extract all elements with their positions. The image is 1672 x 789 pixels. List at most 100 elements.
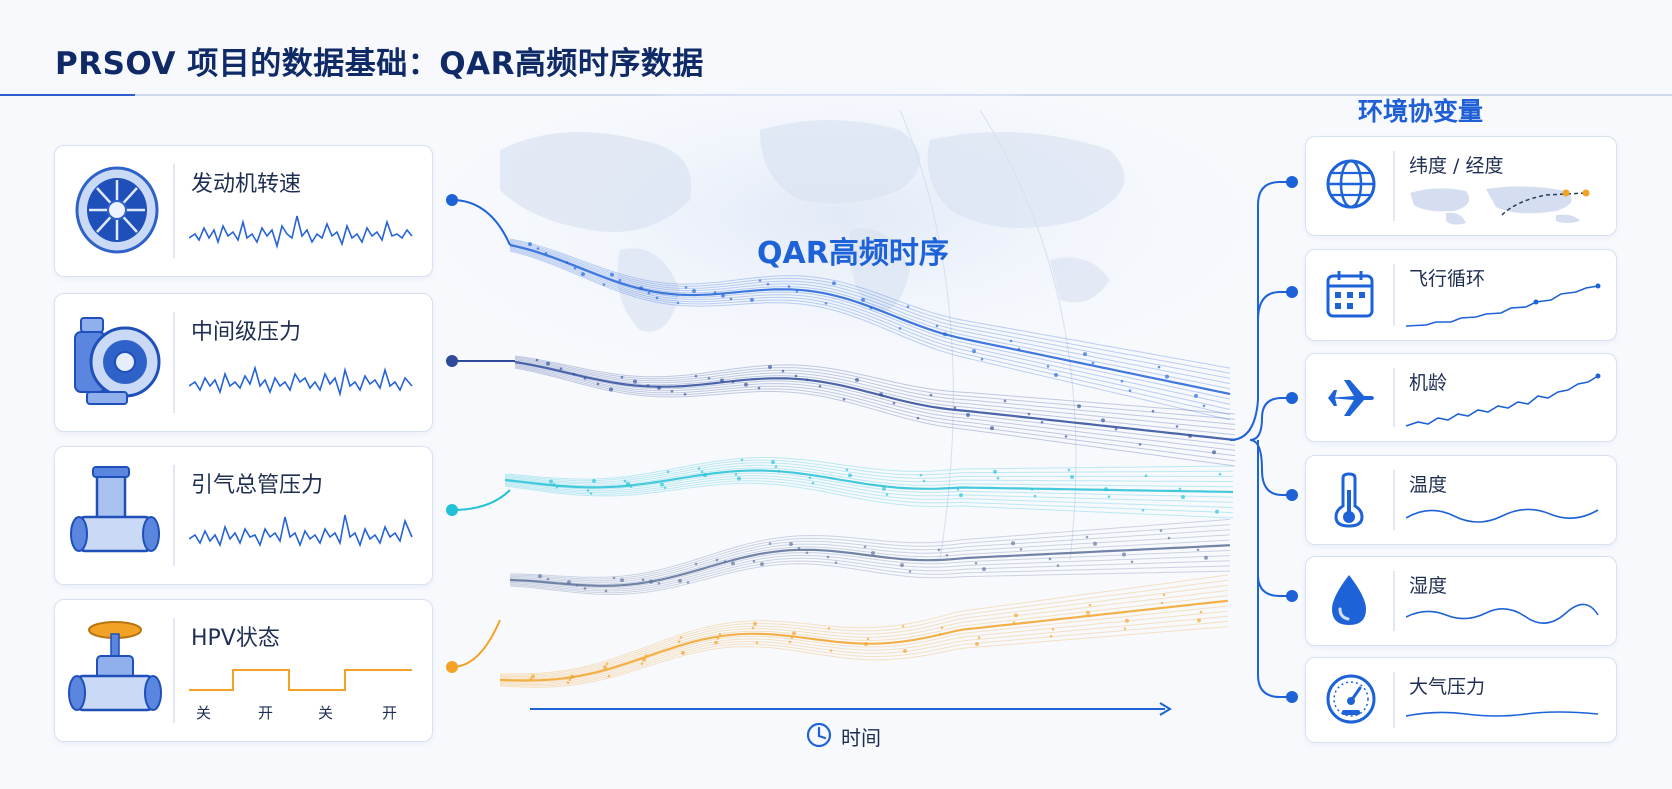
bundle-4-sample-point [679,636,683,639]
card-divider [1393,264,1395,326]
bundle-1-sample-point [990,426,994,431]
bundle-0-sample-point [1009,339,1013,343]
bundle-2-sample-point [663,486,667,489]
bundle-1-strand [514,355,1236,415]
bundle-4-sample-point [975,642,979,647]
bundle-0-strand [509,246,1231,405]
bundle-1-sample-point [596,382,600,386]
bundle-4-sample-point [751,626,755,630]
bundle-1-sample-point [670,389,674,393]
bundle-4-sample-point [716,637,720,640]
bundle-3-sample-point [620,578,624,583]
covariate-card-lat-lon: 纬度 / 经度 [1305,136,1617,236]
card-divider [1393,470,1395,530]
bundle-3-sample-point [834,561,838,564]
bundle-4-sample-point [940,626,944,630]
bundle-2-sample-point [1181,495,1185,500]
sensor-node-3 [446,504,458,516]
bundle-2-strand [504,480,1234,514]
bundle-2-sample-point [993,469,997,474]
bundle-4-sample-point [605,662,609,665]
bundle-4-sample-point [864,642,868,647]
bundle-1-sample-point [609,387,613,392]
bundle-4-sample-point [640,662,644,665]
thermometer-icon [1334,472,1364,528]
bundle-0-sample-point [713,291,717,294]
bundle-3-sample-point [1159,529,1163,532]
qar-center-label: QAR高频时序 [757,236,949,271]
bundle-1-sample-point [1064,435,1068,438]
bundle-2-strand [504,462,1233,483]
airplane-icon [1328,380,1374,416]
bundle-4-strand [499,599,1229,682]
bundle-0-sample-point [766,282,770,286]
bundle-3-strand [509,549,1231,589]
bundle-1-strand [514,366,1236,462]
bundle-0-sample-point [758,279,762,282]
bundle-4-sample-point [792,631,796,636]
time-axis [530,702,1172,716]
bundle-0-sample-point [1046,365,1050,368]
bundle-2-sample-point [885,493,889,496]
bundle-4-sample-point [1160,601,1164,605]
covariate-label: 飞行循环 [1409,268,1486,290]
bundle-4-strand [499,595,1229,680]
covariate-label: 纬度 / 经度 [1409,155,1504,177]
bundle-1-sample-point [916,416,920,420]
bundle-3-sample-point [1204,555,1208,560]
bundle-2-sample-point [882,486,886,491]
bundle-2-strand [504,477,1234,508]
bundle-1-sample-point [757,386,761,390]
env-covariates-title: 环境协变量 [1358,97,1484,126]
covariate-card-temperature: 温度 [1305,455,1617,545]
bundle-4-sample-point [827,627,831,630]
bundle-3-sample-point [723,560,727,563]
bundle-2-sample-point [1144,474,1148,477]
bundle-2-sample-point [1030,487,1034,491]
bundle-0-sample-point [721,293,725,298]
hpv-state-signal [189,669,412,691]
bundle-1-sample-point [559,367,563,371]
bundle-3-sample-point [657,582,661,585]
bundle-0-strand [509,240,1231,379]
bundle-2-sample-point [737,476,741,481]
bundle-1-sample-point [572,372,576,376]
card-divider [173,465,175,566]
bundle-4-strand [499,615,1229,686]
bundle-2-sample-point [589,492,593,495]
bundle-3-sample-point [937,548,941,552]
bundle-2-sample-point [845,468,849,472]
bundle-3-sample-point [583,587,587,590]
bundle-2-sample-point [848,473,852,478]
bundle-4-strand [499,605,1229,683]
bundle-1-sample-point [707,376,711,380]
bundle-3-sample-point [805,551,809,555]
card-divider [1393,368,1395,427]
bundle-2-sample-point [811,481,815,485]
bundle-0-sample-point [655,296,659,300]
bundle-0-strand [509,243,1231,390]
bundle-3-strand [509,557,1231,592]
bundle-3-sample-point [752,559,756,563]
bundle-3-sample-point [974,561,978,565]
bundle-1-sample-point [768,365,772,370]
bundle-0-sample-point [935,324,939,328]
bundle-2-sample-point [623,479,627,483]
sensor-card-intermediate-pressure: 中间级压力 [54,293,433,432]
bundle-3-strand [509,524,1231,580]
bundle-4-sample-point [1014,613,1018,618]
bundle-4-sample-point [644,654,648,657]
bundle-2-sample-point [626,481,630,486]
bundle-4-strand [499,589,1229,679]
bundle-1-sample-point [1101,418,1105,423]
bundle-4-sample-point [681,650,685,655]
bundle-4-strand [499,584,1229,677]
bundle-0-sample-point [676,301,680,305]
bundle-2-sample-point [777,470,781,473]
bundle-0-sample-point [1091,361,1095,365]
bundle-0-sample-point [692,289,696,294]
bundle-4-strand [500,574,1229,675]
sensor-card-engine-speed: 发动机转速 [54,145,433,277]
sensor-label: HPV状态 [191,626,280,651]
bundle-4-sample-point [1086,610,1090,615]
